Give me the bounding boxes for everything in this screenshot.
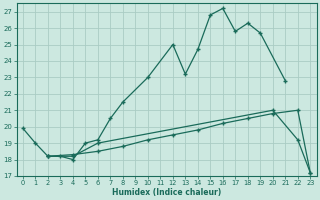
X-axis label: Humidex (Indice chaleur): Humidex (Indice chaleur)	[112, 188, 221, 197]
